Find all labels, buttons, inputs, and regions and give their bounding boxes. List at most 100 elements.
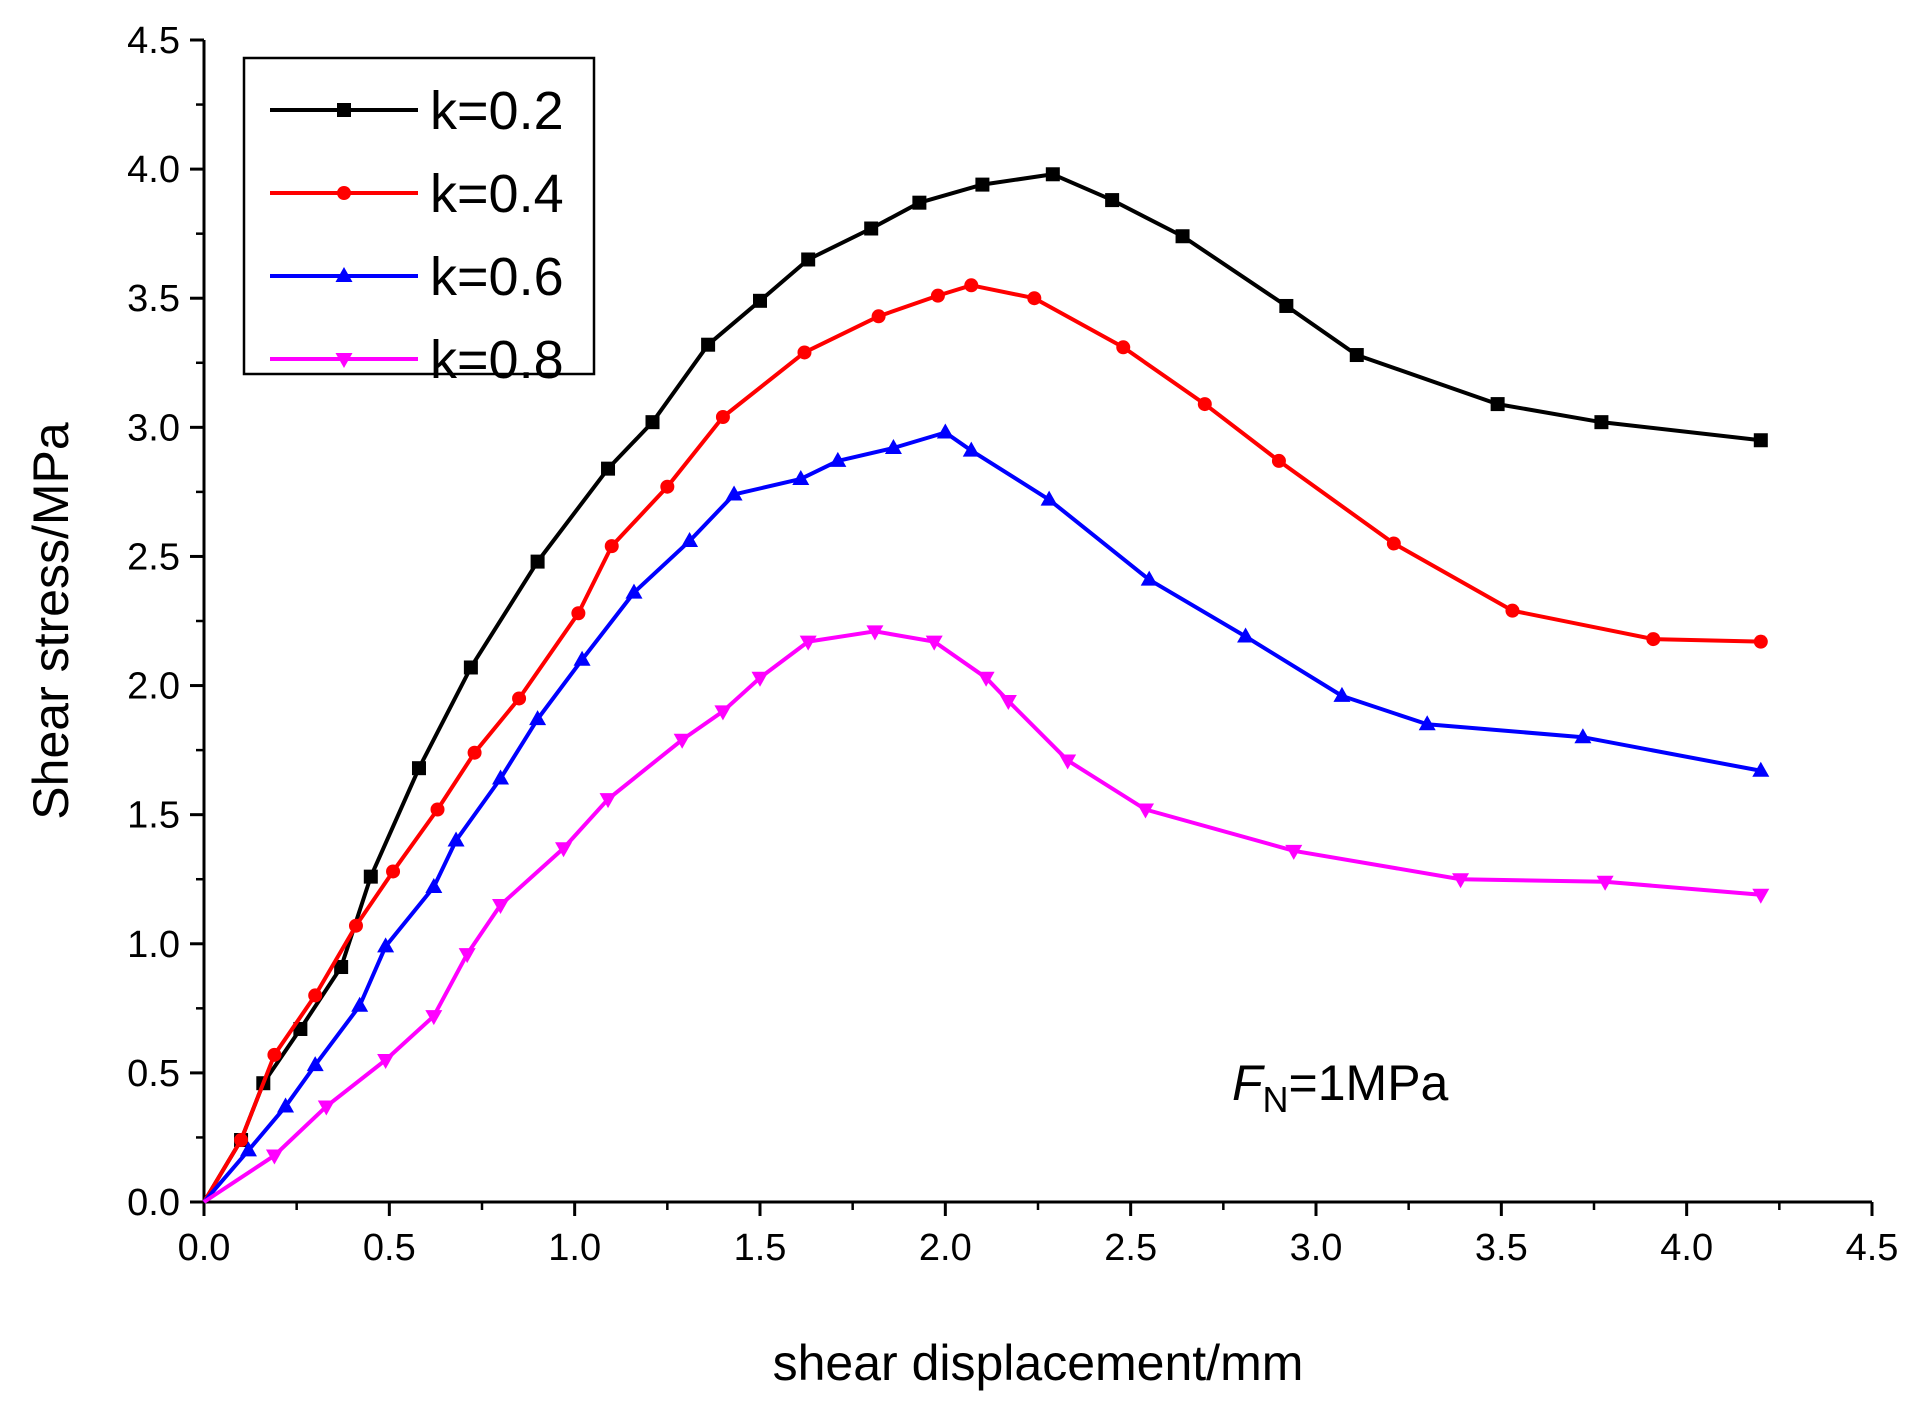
data-point-k-0-2	[975, 177, 990, 192]
data-point-k-0-2	[1045, 167, 1060, 182]
series-k-0-8	[202, 625, 1770, 1204]
legend-item-k-0-2: k=0.2	[270, 81, 564, 141]
data-point-k-0-6	[306, 1056, 324, 1072]
data-point-k-0-4	[604, 539, 619, 554]
y-tick-label: 1.5	[127, 795, 180, 837]
data-point-k-0-8	[1752, 888, 1770, 904]
data-point-k-0-6	[447, 831, 465, 847]
data-point-k-0-2	[1349, 348, 1364, 363]
data-point-k-0-4	[964, 278, 979, 293]
y-axis-title: Shear stress/MPa	[23, 422, 79, 820]
data-point-k-0-8	[866, 625, 884, 641]
data-point-k-0-8	[977, 671, 995, 687]
data-point-k-0-6	[1752, 761, 1770, 777]
legend-item-k-0-6: k=0.6	[270, 247, 564, 307]
data-point-k-0-2	[1105, 193, 1120, 208]
data-point-k-0-6	[1237, 627, 1255, 643]
y-tick-label: 4.0	[127, 149, 180, 191]
data-point-k-0-2	[753, 293, 767, 308]
data-point-k-0-4	[267, 1047, 282, 1062]
data-point-k-0-4	[1027, 291, 1042, 306]
data-point-k-0-8	[1452, 873, 1470, 889]
data-point-k-0-6	[377, 937, 395, 953]
y-tick-label: 3.5	[127, 278, 180, 320]
legend-label: k=0.8	[430, 330, 564, 390]
data-point-k-0-2	[463, 660, 478, 675]
data-point-k-0-2	[1753, 433, 1768, 448]
data-point-k-0-2	[1175, 229, 1190, 244]
data-point-k-0-4	[715, 410, 730, 425]
data-point-k-0-2	[1279, 298, 1294, 313]
data-point-k-0-8	[265, 1149, 283, 1165]
data-point-k-0-4	[1116, 340, 1131, 355]
data-point-k-0-6	[529, 710, 547, 726]
data-point-k-0-8	[377, 1053, 395, 1069]
data-point-k-0-6	[1418, 715, 1436, 731]
data-point-k-0-4	[1271, 453, 1286, 468]
x-tick-label: 1.5	[734, 1227, 787, 1269]
data-point-k-0-8	[317, 1100, 335, 1116]
data-point-k-0-2	[363, 869, 378, 884]
data-point-k-0-6	[725, 485, 743, 501]
data-point-k-0-6	[1574, 728, 1592, 744]
x-tick-label: 0.0	[178, 1227, 231, 1269]
legend-item-k-0-4: k=0.4	[270, 164, 564, 224]
series-k-0-6	[202, 423, 1770, 1204]
data-point-k-0-2	[411, 761, 426, 776]
data-point-k-0-8	[1059, 754, 1077, 770]
x-tick-label: 2.5	[1104, 1227, 1157, 1269]
data-point-k-0-8	[492, 899, 510, 915]
data-point-k-0-2	[1490, 397, 1505, 412]
data-point-k-0-6	[1333, 686, 1351, 702]
data-point-k-0-6	[573, 650, 591, 666]
data-point-k-0-4	[797, 345, 812, 360]
data-point-k-0-4	[1646, 632, 1661, 647]
normal-stress-annotation: FN=1MPa	[1232, 1055, 1449, 1120]
data-point-k-0-2	[864, 221, 879, 236]
data-point-k-0-4	[571, 606, 586, 621]
legend-swatch-marker	[337, 103, 351, 117]
data-point-k-0-8	[599, 793, 617, 809]
data-point-k-0-6	[792, 469, 810, 485]
y-tick-label: 0.5	[127, 1053, 180, 1095]
data-point-k-0-2	[801, 252, 816, 267]
data-point-k-0-2	[601, 461, 616, 476]
data-point-k-0-4	[1386, 536, 1401, 551]
data-point-k-0-2	[645, 415, 660, 430]
data-point-k-0-6	[239, 1141, 257, 1157]
data-point-k-0-8	[1285, 844, 1303, 860]
data-point-k-0-4	[467, 745, 482, 760]
data-point-k-0-4	[1197, 397, 1212, 412]
data-point-k-0-8	[1136, 803, 1154, 819]
data-point-k-0-6	[681, 531, 699, 547]
data-point-k-0-8	[714, 705, 732, 721]
data-point-k-0-8	[1596, 875, 1614, 891]
data-point-k-0-4	[430, 802, 445, 817]
data-point-k-0-4	[660, 479, 675, 494]
data-point-k-0-8	[673, 733, 691, 749]
legend-swatch-marker	[335, 353, 353, 368]
data-point-k-0-2	[701, 337, 716, 352]
data-point-k-0-6	[936, 423, 954, 439]
x-tick-label: 2.0	[919, 1227, 972, 1269]
annotation-subscript: N	[1263, 1079, 1289, 1120]
y-tick-label: 2.5	[127, 536, 180, 578]
legend: k=0.2 k=0.4 k=0.6 k=0.8	[242, 56, 596, 390]
data-point-k-0-8	[458, 948, 476, 964]
data-point-k-0-2	[530, 554, 545, 569]
legend-swatch-marker	[337, 186, 351, 200]
data-point-k-0-2	[1594, 415, 1609, 430]
series-k-0-4	[202, 278, 1768, 1204]
annotation-italic: F	[1232, 1055, 1265, 1111]
x-tick-label: 3.0	[1290, 1227, 1343, 1269]
y-tick-label: 1.0	[127, 924, 180, 966]
data-point-k-0-2	[334, 960, 349, 975]
data-point-k-0-4	[348, 918, 363, 933]
data-point-k-0-2	[912, 195, 927, 210]
annotation-rest: =1MPa	[1289, 1055, 1449, 1111]
data-point-k-0-6	[351, 996, 369, 1012]
y-tick-label: 2.0	[127, 666, 180, 708]
data-point-k-0-8	[925, 635, 943, 651]
legend-label: k=0.6	[430, 247, 564, 307]
data-point-k-0-8	[555, 842, 573, 858]
